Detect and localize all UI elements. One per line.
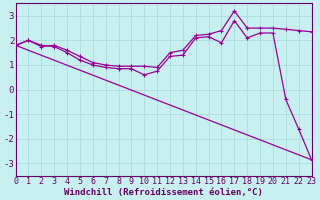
X-axis label: Windchill (Refroidissement éolien,°C): Windchill (Refroidissement éolien,°C)	[64, 188, 263, 197]
